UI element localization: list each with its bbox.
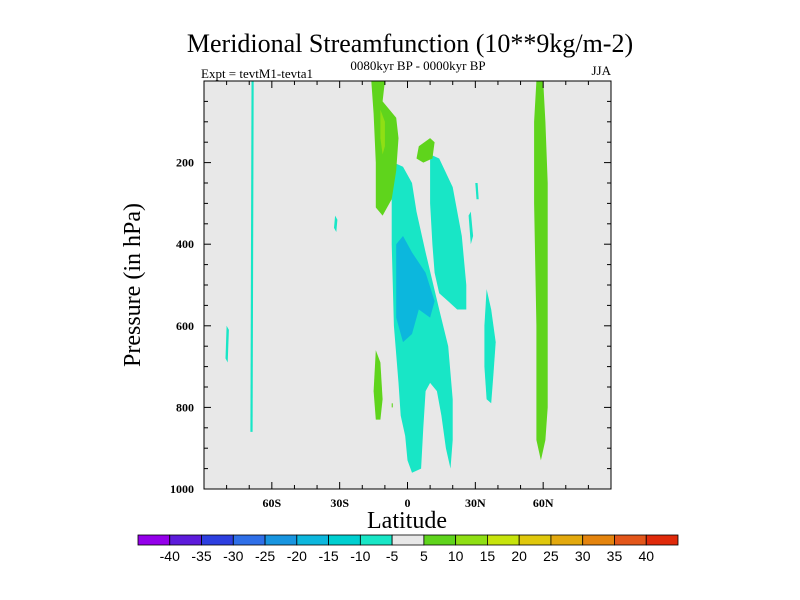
subtitle-right: JJA	[591, 63, 611, 78]
colorbar-label--10: -10	[350, 548, 370, 564]
x-tick-label-30N: 30N	[465, 496, 486, 510]
y-tick-label-600: 600	[176, 319, 194, 333]
colorbar-box-17	[645, 534, 679, 546]
contour-region-12	[416, 138, 435, 163]
colorbar-box-3	[201, 534, 234, 546]
colorbar-label-10: 10	[448, 548, 464, 564]
colorbar-label-20: 20	[511, 548, 527, 564]
colorbar-box-1	[137, 534, 171, 546]
chart-title: Meridional Streamfunction (10**9kg/m-2)	[187, 29, 633, 58]
colorbar-label--20: -20	[287, 548, 307, 564]
contour-region-14	[534, 81, 548, 461]
contour-region-15	[391, 403, 393, 408]
x-axis-label: Latitude	[367, 508, 447, 534]
colorbar-box-14	[550, 534, 584, 546]
colorbar-label--30: -30	[223, 548, 243, 564]
x-axis-ticks: 60S 30S 0 30N 60N	[226, 81, 589, 510]
contour-region-10	[371, 81, 399, 216]
contour-region-9	[484, 289, 496, 404]
colorbar-label--5: -5	[386, 548, 399, 564]
y-tick-label-1000: 1000	[170, 482, 194, 496]
colorbar-box-10	[423, 534, 457, 546]
colorbar-box-13	[518, 534, 552, 546]
colorbar-label-35: 35	[607, 548, 623, 564]
colorbar-label--15: -15	[318, 548, 338, 564]
subtitle-left: Expt = tevtM1-tevta1	[201, 66, 313, 81]
colorbar-box-2	[169, 534, 202, 546]
colorbar-box-4	[232, 534, 266, 546]
contour-region-4	[391, 162, 453, 473]
colorbar-label-5: 5	[420, 548, 428, 564]
contour-region-2	[225, 325, 229, 363]
colorbar-box-11	[455, 534, 488, 546]
contour-region-7	[475, 183, 479, 200]
colorbar-box-7	[328, 534, 361, 546]
colorbar-label-40: 40	[638, 548, 654, 564]
contour-region-3	[334, 215, 338, 232]
colorbar-box-9	[391, 534, 425, 546]
colorbar-label--40: -40	[160, 548, 180, 564]
y-tick-label-200: 200	[176, 156, 194, 170]
contour-region-1	[250, 81, 254, 432]
y-axis-ticks: 200 400 600 800 1000	[170, 100, 611, 496]
y-tick-label-800: 800	[176, 400, 194, 414]
colorbar-box-8	[359, 534, 393, 546]
colorbar: -40 -35 -30 -25 -20 -15 -10 -5 5 10 15 20 25 30 35 40	[137, 534, 679, 564]
contour-regions	[225, 81, 548, 473]
colorbar-label-30: 30	[575, 548, 591, 564]
contour-region-8	[468, 211, 474, 245]
colorbar-label-25: 25	[543, 548, 559, 564]
colorbar-label--25: -25	[255, 548, 275, 564]
contour-region-5	[430, 154, 467, 310]
colorbar-box-6	[296, 534, 329, 546]
contour-region-13	[373, 350, 383, 420]
y-axis-label: Pressure (in hPa)	[120, 203, 146, 367]
x-tick-label-60S: 60S	[262, 496, 281, 510]
y-tick-label-400: 400	[176, 237, 194, 251]
colorbar-box-16	[614, 534, 647, 546]
contour-region-11	[380, 109, 385, 155]
x-tick-label-30S: 30S	[330, 496, 349, 510]
colorbar-box-5	[264, 534, 298, 546]
colorbar-box-15	[582, 534, 615, 546]
colorbar-label-15: 15	[480, 548, 496, 564]
colorbar-box-12	[487, 534, 520, 546]
contour-region-6	[396, 236, 435, 343]
colorbar-label--35: -35	[191, 548, 211, 564]
x-tick-label-60N: 60N	[533, 496, 554, 510]
x-tick-label-0: 0	[405, 496, 411, 510]
subtitle-center: 0080kyr BP - 0000kyr BP	[350, 58, 485, 73]
